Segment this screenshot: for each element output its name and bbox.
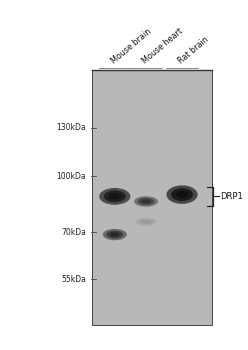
Text: 70kDa: 70kDa: [61, 228, 86, 237]
Ellipse shape: [135, 218, 157, 226]
Ellipse shape: [166, 186, 198, 204]
Ellipse shape: [142, 220, 150, 223]
Text: Rat brain: Rat brain: [176, 35, 210, 65]
Text: 55kDa: 55kDa: [61, 275, 86, 284]
Text: Mouse heart: Mouse heart: [140, 26, 184, 65]
Ellipse shape: [141, 199, 151, 204]
Ellipse shape: [110, 232, 120, 237]
Ellipse shape: [176, 191, 188, 198]
Text: 100kDa: 100kDa: [56, 172, 86, 181]
Ellipse shape: [138, 198, 155, 205]
Text: DRP1: DRP1: [220, 192, 243, 201]
Ellipse shape: [134, 196, 158, 206]
Ellipse shape: [138, 219, 154, 225]
Ellipse shape: [106, 231, 123, 239]
Text: 130kDa: 130kDa: [56, 123, 86, 132]
Ellipse shape: [171, 188, 193, 201]
Bar: [92, 70, 212, 325]
Ellipse shape: [104, 190, 126, 202]
Ellipse shape: [103, 229, 127, 240]
Ellipse shape: [109, 193, 121, 200]
Text: Mouse brain: Mouse brain: [109, 27, 153, 65]
Ellipse shape: [99, 188, 130, 205]
